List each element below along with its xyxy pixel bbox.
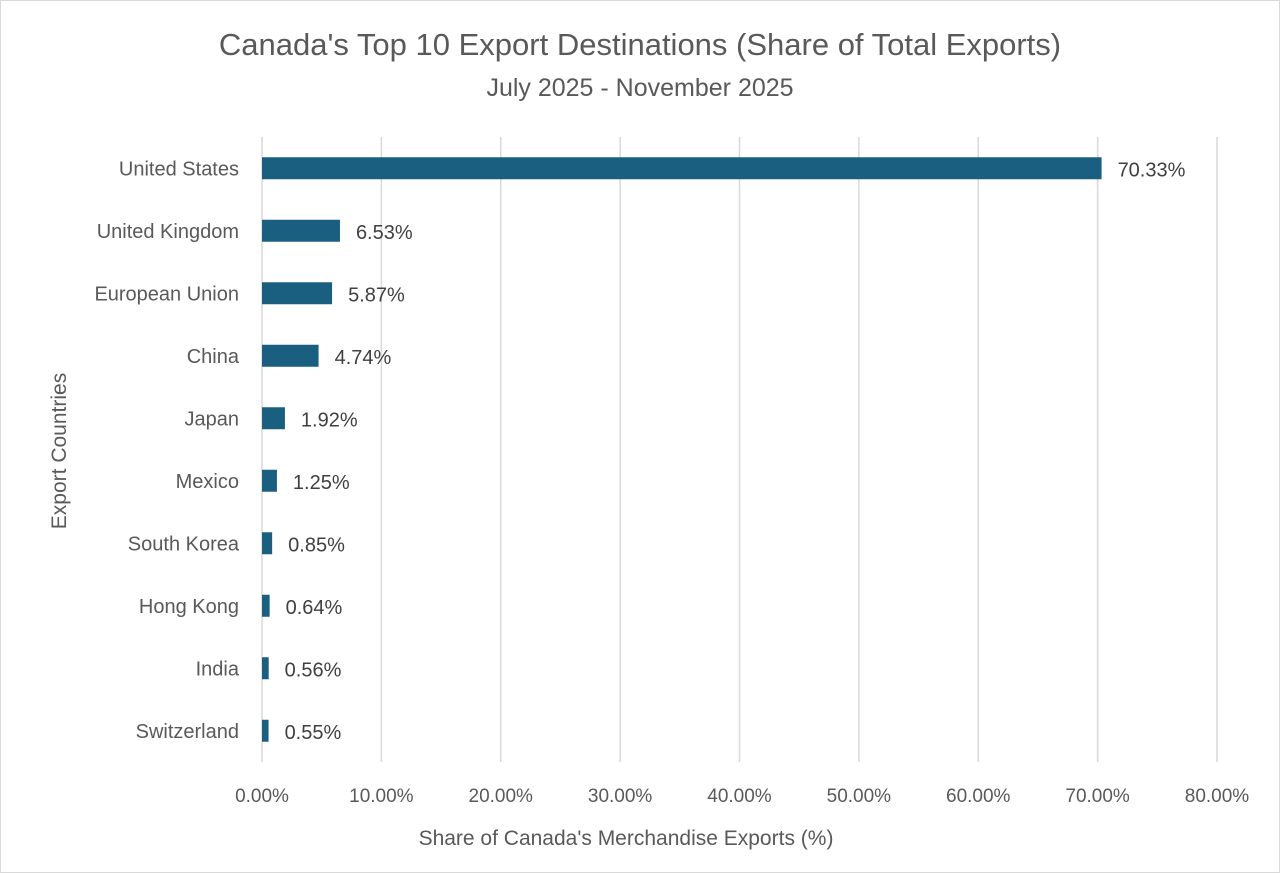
x-tick-label: 80.00% <box>1185 786 1250 807</box>
data-label: 0.85% <box>288 534 345 556</box>
bar <box>262 532 273 555</box>
data-label: 1.92% <box>301 409 358 431</box>
bar <box>262 157 1102 180</box>
x-tick-label: 10.00% <box>349 786 414 807</box>
category-label: South Korea <box>128 533 240 555</box>
category-label: United States <box>119 158 239 180</box>
x-tick-label: 20.00% <box>469 786 534 807</box>
category-label: Switzerland <box>136 721 239 743</box>
x-tick-label: 30.00% <box>588 786 653 807</box>
bar <box>262 657 269 680</box>
bar <box>262 594 270 617</box>
category-label: China <box>187 346 240 368</box>
chart-title: Canada's Top 10 Export Destinations (Sha… <box>218 27 1062 62</box>
bar <box>262 344 319 367</box>
x-tick-label: 60.00% <box>946 786 1011 807</box>
data-labels: 70.33% 6.53% 5.87% 4.74% 1.92% 1.25% 0.85% 0.64… <box>285 159 1186 744</box>
category-labels: United States United Kingdom European Unio… <box>94 158 239 743</box>
category-label: Mexico <box>176 471 239 493</box>
y-axis-title: Export Countries <box>48 373 71 529</box>
data-label: 0.56% <box>285 659 342 681</box>
category-label: Japan <box>185 408 240 430</box>
category-label: India <box>196 658 240 680</box>
bars <box>262 157 1102 742</box>
x-tick-label: 70.00% <box>1065 786 1130 807</box>
category-label: United Kingdom <box>97 221 239 243</box>
x-tick-label: 50.00% <box>827 786 892 807</box>
category-label: European Union <box>94 283 239 305</box>
bar <box>262 407 285 430</box>
bar <box>262 719 269 742</box>
bar <box>262 469 277 492</box>
bar <box>262 219 340 242</box>
chart-subtitle: July 2025 - November 2025 <box>486 74 794 102</box>
data-label: 70.33% <box>1118 159 1186 181</box>
x-tick-labels: 0.00% 10.00% 20.00% 30.00% 40.00% 50.00% 60.00… <box>235 786 1249 807</box>
data-label: 6.53% <box>356 222 413 244</box>
data-label: 4.74% <box>335 347 392 369</box>
x-tick-label: 40.00% <box>707 786 772 807</box>
category-label: Hong Kong <box>139 596 239 618</box>
data-label: 0.55% <box>285 722 342 744</box>
data-label: 5.87% <box>348 284 405 306</box>
data-label: 1.25% <box>293 472 350 494</box>
x-tick-label: 0.00% <box>235 786 289 807</box>
bar <box>262 282 333 305</box>
x-axis-title: Share of Canada's Merchandise Exports (%… <box>419 827 834 850</box>
data-label: 0.64% <box>286 597 343 619</box>
